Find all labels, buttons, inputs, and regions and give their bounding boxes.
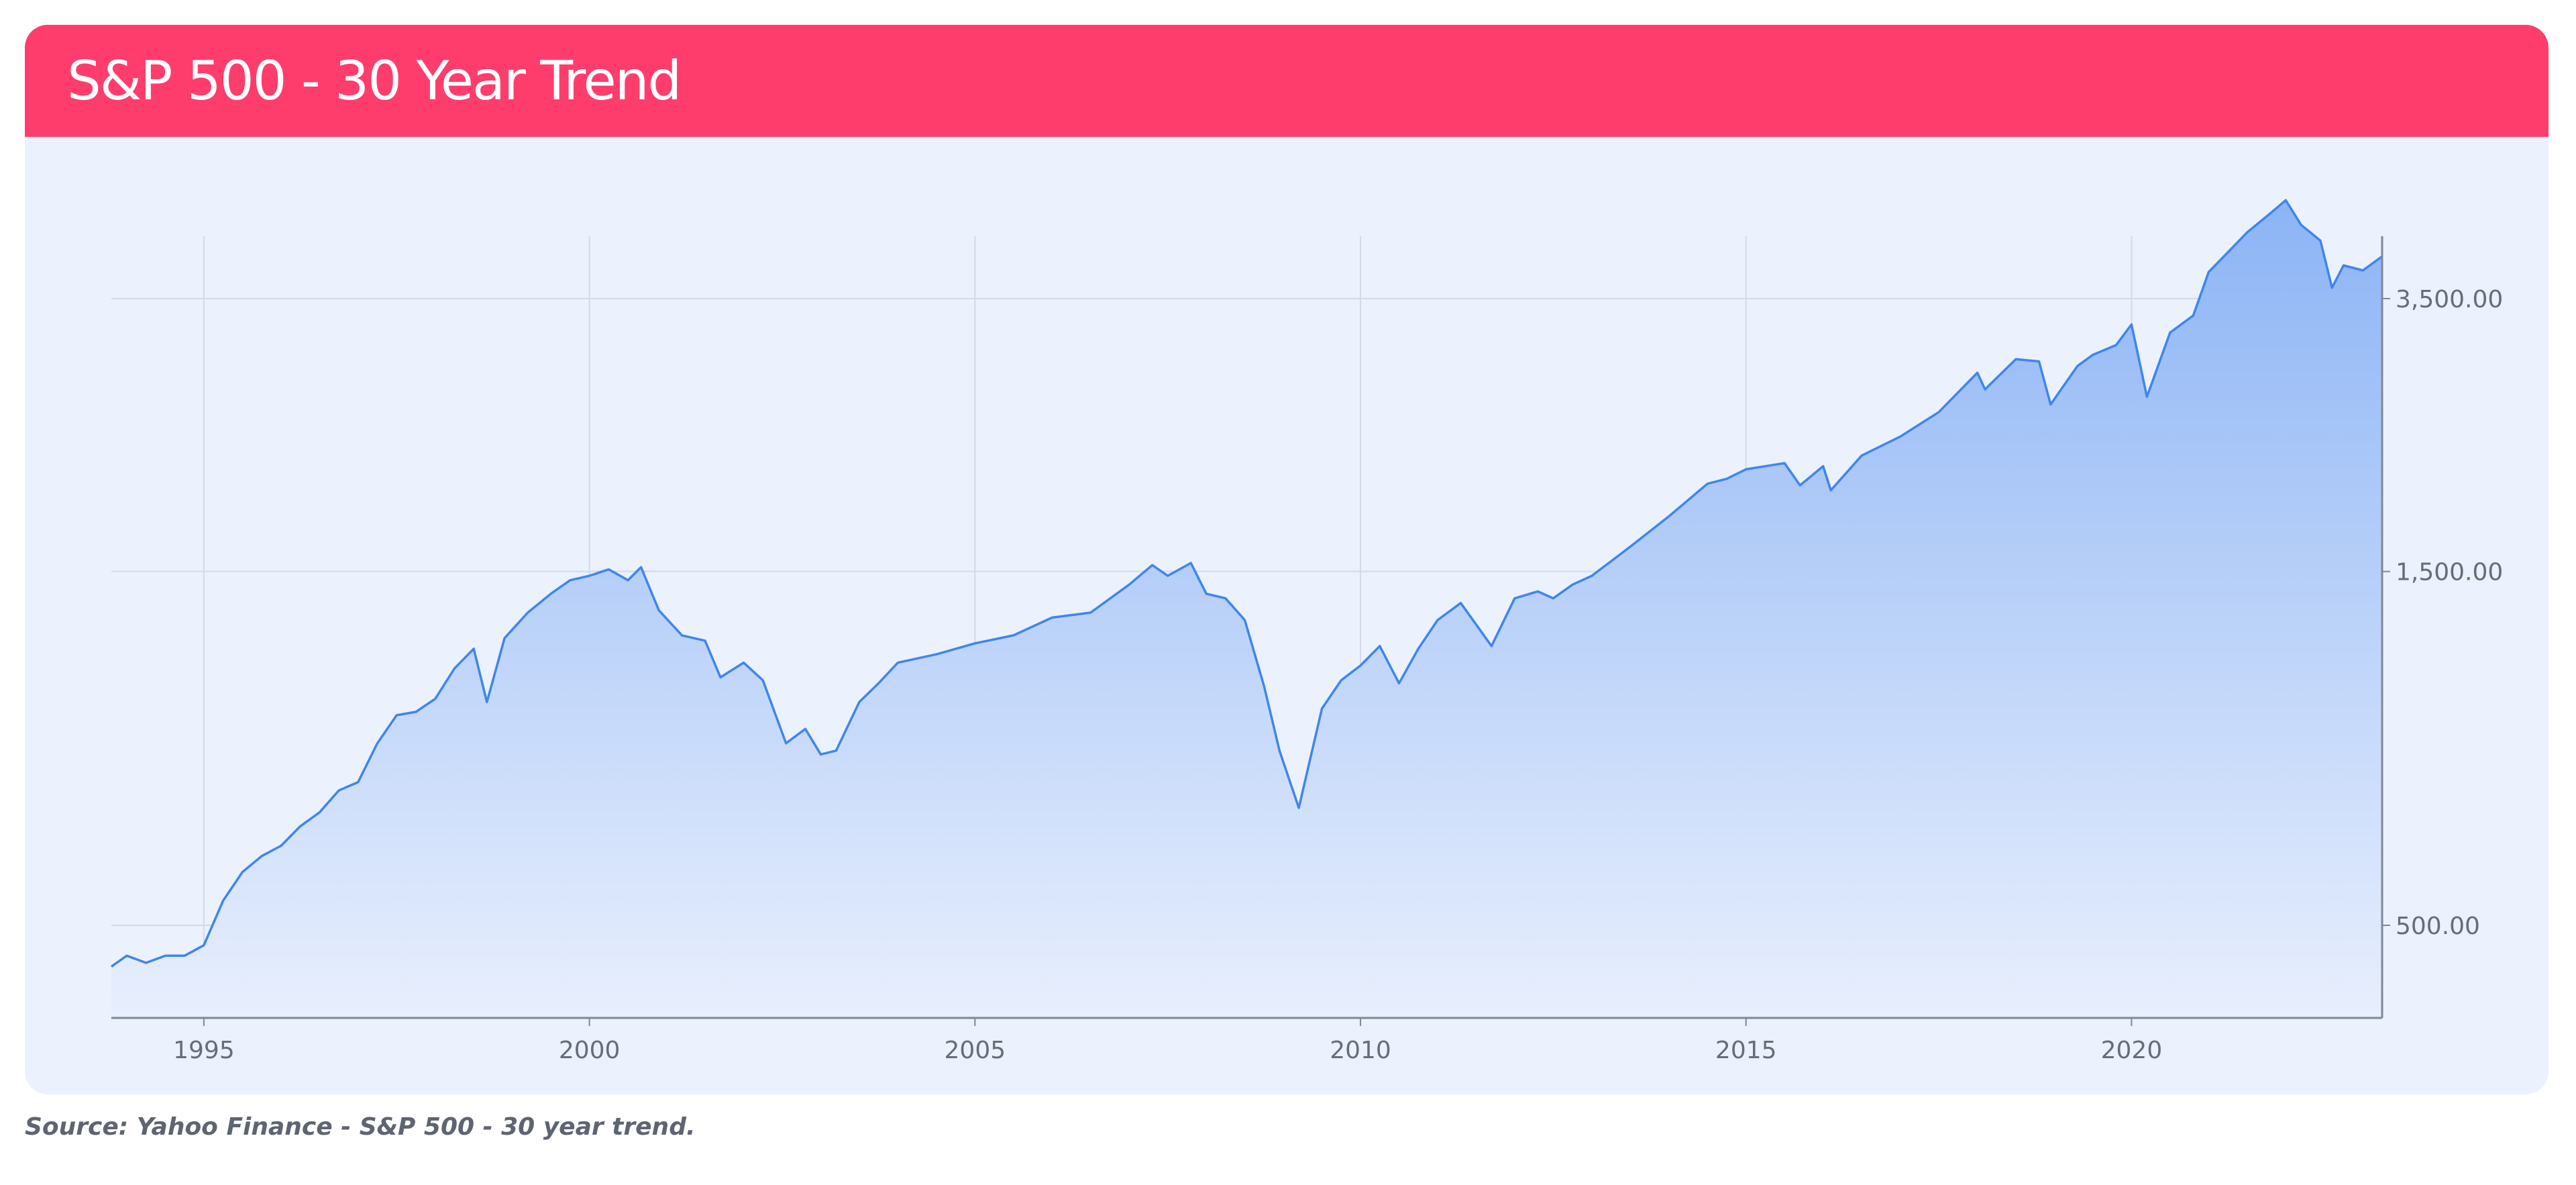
source-note: Source: Yahoo Finance - S&P 500 - 30 yea…	[25, 1113, 696, 1141]
x-tick-label-1995: 1995	[173, 1037, 235, 1064]
x-tick-label-2020: 2020	[2101, 1037, 2163, 1064]
x-tick-label-2000: 2000	[559, 1037, 621, 1064]
y-tick-label-3500: 3,500.00	[2396, 286, 2503, 313]
x-tick-label-2005: 2005	[945, 1037, 1006, 1064]
sp500-chart: 1995 2000 2005 2010 2015 2020 500.00 1,500.00 3,…	[110, 199, 2503, 1064]
chart-card: S&P 500 - 30 Year Trend 1995 2000 2005 2010…	[25, 25, 2548, 1094]
x-tick-label-2015: 2015	[1715, 1037, 1777, 1064]
card-header: S&P 500 - 30 Year Trend	[25, 25, 2548, 137]
y-tick-label-1500: 1,500.00	[2396, 559, 2503, 586]
price-area	[111, 200, 2382, 1018]
chart-title: S&P 500 - 30 Year Trend	[67, 50, 682, 112]
x-tick-label-2010: 2010	[1330, 1037, 1391, 1064]
y-tick-label-500: 500.00	[2396, 913, 2480, 940]
price-line	[110, 199, 2383, 968]
